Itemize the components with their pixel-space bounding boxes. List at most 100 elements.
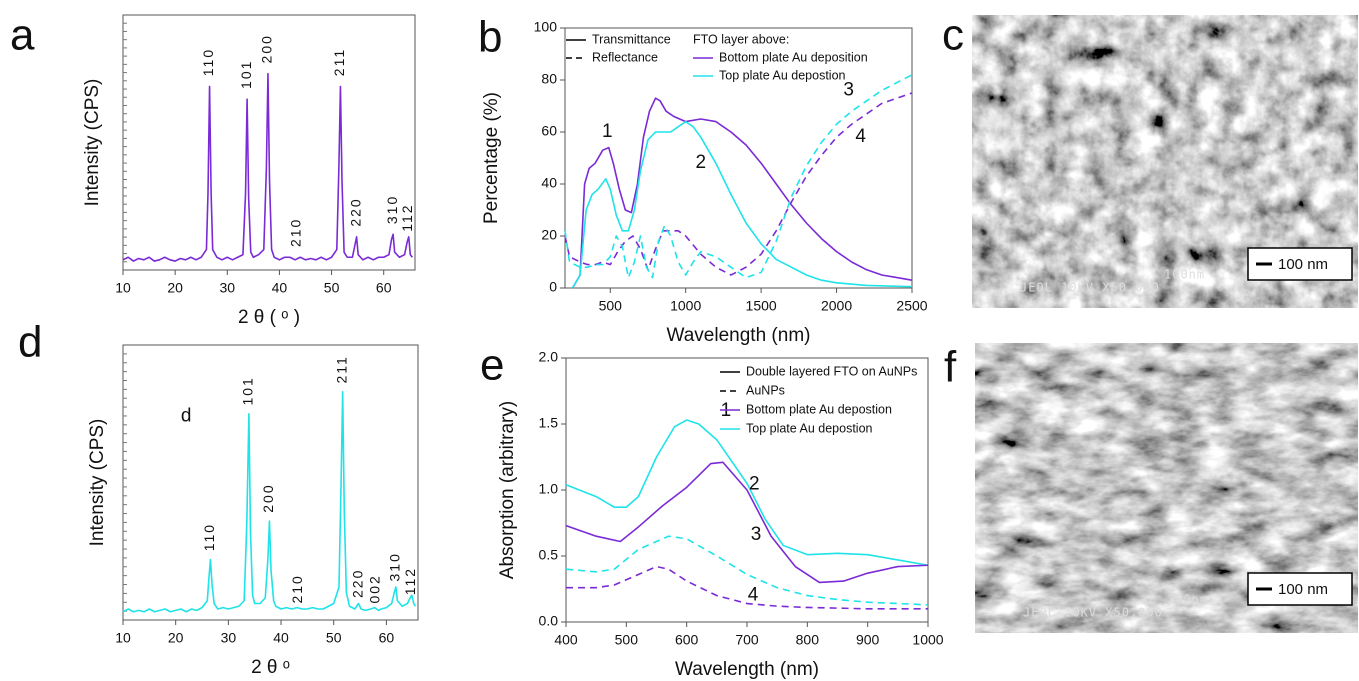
y-tick-label: 60 (541, 123, 557, 139)
y-axis-label: Intensity (CPS) (82, 79, 103, 207)
data-line (565, 535, 929, 606)
x-tick-label: 2000 (821, 298, 852, 314)
annotation: 220 (350, 569, 366, 598)
y-tick-label: 1.0 (539, 481, 559, 497)
plot-frame (564, 27, 913, 289)
x-tick-label: 60 (379, 630, 395, 646)
y-axis-label: Percentage (%) (481, 92, 502, 224)
data-line (565, 419, 929, 567)
x-tick-label: 10 (115, 630, 131, 646)
y-tick-label: 0.5 (539, 547, 559, 563)
x-tick-label: 30 (219, 280, 235, 296)
legend-label: Double layered FTO on AuNPs (746, 364, 917, 378)
annotation: 1 (602, 121, 613, 142)
legend-label: Reflectance (592, 50, 658, 64)
annotation: 2 (695, 152, 706, 173)
x-tick-label: 2500 (896, 298, 927, 314)
scale-bar-label: 100 nm (1278, 581, 1328, 598)
annotation: 220 (347, 197, 363, 226)
panel-letter: f (944, 343, 957, 392)
annotation: 200 (260, 483, 276, 512)
annotation: 112 (399, 203, 415, 231)
y-tick-label: 40 (541, 175, 557, 191)
x-tick-label: 700 (735, 632, 759, 648)
x-axis-label: Wavelength (nm) (667, 325, 811, 346)
legend-label: Transmittance (592, 32, 671, 46)
x-tick-label: 600 (675, 632, 699, 648)
y-tick-label: 100 (534, 19, 558, 35)
legend-label: Bottom plate Au depostion (746, 402, 892, 416)
data-line (566, 565, 928, 610)
sem-overlay: JEOL 10KV X50,000 (1023, 606, 1163, 620)
legend-label: Top plate Au depostion (746, 421, 873, 435)
annotation: 2 (749, 474, 760, 495)
x-axis-label: 2 θ ( ᵒ ) (238, 307, 300, 328)
x-tick-label: 400 (554, 632, 578, 648)
annotation: 310 (387, 552, 403, 581)
panel-letter: c (942, 11, 964, 60)
scale-bar-label: 100 nm (1278, 256, 1328, 273)
y-tick-label: 0.0 (539, 613, 559, 629)
annotation: 211 (331, 48, 347, 76)
annotation: 101 (240, 376, 256, 405)
sem-overlay-scale: 100nm (1167, 593, 1208, 607)
y-tick-label: 0 (549, 279, 557, 295)
annotation: 3 (751, 524, 762, 545)
annotation: 210 (289, 574, 305, 603)
legend-label: Bottom plate Au deposition (719, 50, 868, 64)
x-tick-label: 500 (599, 298, 623, 314)
x-tick-label: 1000 (912, 632, 943, 648)
annotation: 4 (855, 126, 866, 147)
panel-letter: a (10, 11, 35, 60)
y-tick-label: 2.0 (539, 349, 559, 365)
y-axis-label: Intensity (CPS) (87, 419, 108, 547)
annotation: 4 (748, 585, 759, 606)
annotation: 3 (843, 79, 854, 100)
x-tick-label: 1500 (746, 298, 777, 314)
x-axis-label: 2 θ ᵒ (251, 657, 290, 678)
x-tick-label: 900 (856, 632, 880, 648)
annotation: 002 (367, 574, 383, 603)
x-tick-label: 800 (796, 632, 820, 648)
y-tick-label: 1.5 (539, 415, 559, 431)
sem-overlay-scale: 100nm (1164, 268, 1205, 282)
data-line (122, 72, 414, 262)
annotation: 110 (200, 48, 216, 76)
panel-letter: b (478, 13, 502, 62)
legend-label: Top plate Au depostion (719, 68, 846, 82)
annotation: 200 (259, 34, 275, 63)
x-tick-label: 500 (615, 632, 639, 648)
legend-title: FTO layer above: (693, 32, 789, 46)
panel-letter: e (480, 341, 504, 390)
x-tick-label: 50 (326, 630, 342, 646)
plot-frame (122, 344, 419, 621)
x-tick-label: 40 (272, 280, 288, 296)
y-axis-label: Absorption (arbitrary) (497, 401, 518, 579)
panel-letter: d (18, 318, 42, 367)
annotation: 310 (384, 195, 400, 224)
x-tick-label: 50 (324, 280, 340, 296)
x-tick-label: 1000 (670, 298, 701, 314)
x-axis-label: Wavelength (nm) (675, 659, 819, 680)
data-line (571, 97, 913, 289)
legend-label: AuNPs (746, 383, 785, 397)
annotation: d (181, 406, 192, 427)
x-tick-label: 60 (376, 280, 392, 296)
data-line (564, 74, 913, 279)
x-tick-label: 10 (115, 280, 131, 296)
y-tick-label: 20 (541, 227, 557, 243)
x-tick-label: 30 (221, 630, 237, 646)
data-line (122, 390, 417, 613)
y-tick-label: 80 (541, 71, 557, 87)
annotation: 211 (333, 355, 349, 383)
plot-frame (122, 14, 416, 271)
annotation: 210 (287, 218, 303, 247)
annotation: 101 (238, 60, 254, 89)
sem-overlay: JEOL 10KV X50,000 (1020, 281, 1160, 295)
annotation: 112 (402, 567, 418, 595)
x-tick-label: 20 (167, 280, 183, 296)
x-tick-label: 20 (168, 630, 184, 646)
data-line (564, 92, 913, 276)
